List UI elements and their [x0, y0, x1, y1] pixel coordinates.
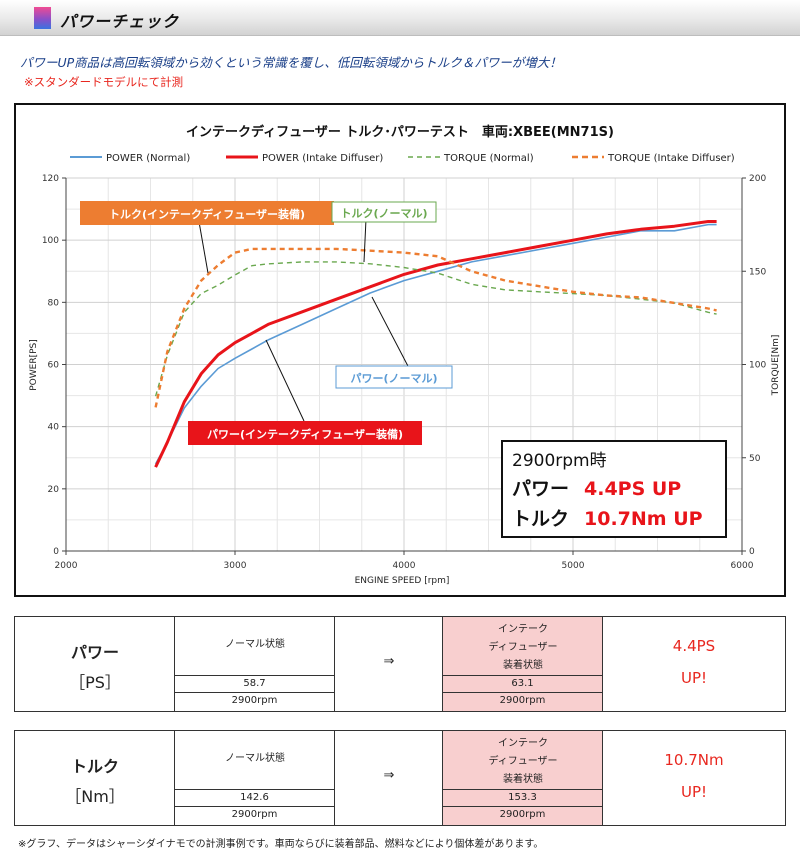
y2-tick-label: 50: [749, 454, 761, 464]
y-tick-label: 0: [53, 547, 59, 557]
legend-label-torque-normal: TORQUE (Normal): [443, 153, 534, 164]
callout-torque-normal-label: トルク(ノーマル): [340, 207, 427, 220]
torque-normal-cell: ノーマル状態 142.6 2900rpm: [175, 731, 335, 825]
header-accent-icon: [34, 7, 51, 29]
footnote: ※グラフ、データはシャーシダイナモでの計測事例です。車両ならびに装着部品、燃料な…: [18, 839, 544, 850]
power-intake-state-1: インテーク: [498, 624, 548, 635]
series: [154, 220, 717, 468]
summary-torque-value: 10.7Nm UP: [584, 508, 703, 530]
torque-intake-state-3: 装着状態: [503, 774, 543, 785]
power-result-cell: 4.4PS UP!: [603, 617, 785, 711]
power-label: パワー: [70, 643, 119, 662]
callout-torque-intake: トルク(インテークディフューザー装備): [80, 201, 334, 225]
torque-intake-state-2: ディフューザー: [488, 756, 558, 767]
torque-result-up: UP!: [680, 783, 708, 801]
y2-tick-label: 100: [749, 361, 766, 371]
y-tick-label: 80: [48, 298, 60, 308]
power-intake-state-3: 装着状態: [503, 660, 543, 671]
summary-power-value: 4.4PS UP: [584, 478, 681, 500]
y2-axis-label: TORQUE[Nm]: [771, 335, 781, 397]
y-tick-label: 40: [48, 423, 60, 433]
x-tick-label: 2000: [55, 561, 78, 571]
summary-torque-label: トルク: [512, 508, 569, 530]
callout-power-intake: パワー(インテークディフューザー装備): [188, 421, 422, 445]
y2-tick-label: 200: [749, 174, 766, 184]
torque-result-cell: 10.7Nm UP!: [603, 731, 785, 825]
torque-intake-cell: インテーク ディフューザー 装着状態 153.3 2900rpm: [443, 731, 603, 825]
x-axis-label: ENGINE SPEED [rpm]: [355, 576, 450, 586]
torque-label-cell: トルク ［Nm］: [15, 731, 175, 825]
y2-tick-label: 0: [749, 547, 755, 557]
power-normal-state: ノーマル状態: [225, 639, 285, 650]
y-tick-label: 60: [48, 361, 60, 371]
torque-intake-value: 153.3: [443, 789, 602, 806]
y-tick-label: 120: [42, 174, 59, 184]
torque-comparison-table: トルク ［Nm］ ノーマル状態 142.6 2900rpm ⇒ インテーク ディ…: [14, 730, 786, 826]
torque-normal-state: ノーマル状態: [225, 753, 285, 764]
callout-torque-normal: トルク(ノーマル): [331, 201, 437, 223]
power-intake-state-2: ディフューザー: [488, 642, 558, 653]
chart-title: インテークディフューザー トルク･パワーテスト 車両:XBEE(MN71S): [186, 124, 614, 140]
callout-power-intake-label: パワー(インテークディフューザー装備): [207, 427, 403, 441]
torque-intake-rpm: 2900rpm: [443, 806, 602, 823]
torque-result-value: 10.7Nm: [664, 751, 724, 769]
series-line-power-normal: [154, 223, 717, 465]
torque-label: トルク: [70, 757, 119, 776]
power-arrow: ⇒: [383, 654, 395, 669]
section-title: パワーチェック: [60, 12, 180, 31]
x-tick-label: 6000: [731, 561, 754, 571]
power-normal-value: 58.7: [175, 675, 334, 692]
y-tick-label: 20: [48, 485, 60, 495]
torque-arrow: ⇒: [383, 768, 395, 783]
callout-power-normal: パワー(ノーマル): [335, 365, 453, 389]
y2-tick-label: 150: [749, 267, 766, 277]
section-header: パワーチェック: [0, 0, 800, 36]
power-arrow-cell: ⇒: [335, 617, 443, 711]
power-result-value: 4.4PS: [672, 637, 716, 655]
series-line-torque-intake-diffuser: [154, 247, 717, 408]
power-result-up: UP!: [680, 669, 708, 687]
summary-box: 2900rpm時 パワー 4.4PS UP トルク 10.7Nm UP: [501, 440, 727, 538]
callout-power-normal-label: パワー(ノーマル): [350, 372, 437, 385]
callout-connectors: [197, 215, 411, 422]
legend-label-power-normal: POWER (Normal): [106, 153, 190, 164]
power-intake-cell: インテーク ディフューザー 装着状態 63.1 2900rpm: [443, 617, 603, 711]
chart-canvas: インテークディフューザー トルク･パワーテスト 車両:XBEE(MN71S) P…: [29, 124, 781, 586]
y-axis-label: POWER[PS]: [29, 339, 39, 391]
legend: POWER (Normal) POWER (Intake Diffuser) T…: [70, 153, 735, 164]
power-label-cell: パワー ［PS］: [15, 617, 175, 711]
legend-label-torque-intake: TORQUE (Intake Diffuser): [607, 153, 735, 164]
torque-arrow-cell: ⇒: [335, 731, 443, 825]
power-comparison-table: パワー ［PS］ ノーマル状態 58.7 2900rpm ⇒ インテーク ディフ…: [14, 616, 786, 712]
power-unit: ［PS］: [69, 673, 121, 692]
torque-normal-rpm: 2900rpm: [175, 806, 334, 823]
callout-torque-intake-label: トルク(インテークディフューザー装備): [109, 207, 305, 221]
power-intake-rpm: 2900rpm: [443, 692, 602, 709]
torque-normal-value: 142.6: [175, 789, 334, 806]
dyno-chart: インテークディフューザー トルク･パワーテスト 車両:XBEE(MN71S) P…: [14, 103, 786, 597]
torque-unit: ［Nm］: [65, 787, 125, 806]
torque-intake-state-1: インテーク: [498, 738, 548, 749]
power-normal-cell: ノーマル状態 58.7 2900rpm: [175, 617, 335, 711]
x-tick-label: 3000: [224, 561, 247, 571]
series-line-torque-normal: [154, 261, 717, 397]
lead-text: パワーUP商品は高回転領域から効くという常識を覆し、低回転領域からトルク＆パワー…: [20, 55, 562, 70]
power-intake-value: 63.1: [443, 675, 602, 692]
lead-note: ※スタンダードモデルにて計測: [24, 75, 184, 89]
x-tick-label: 5000: [562, 561, 585, 571]
summary-power-label: パワー: [512, 478, 569, 500]
summary-rpm: 2900rpm時: [512, 451, 607, 471]
series-line-power-intake-diffuser: [154, 220, 717, 468]
power-normal-rpm: 2900rpm: [175, 692, 334, 709]
axes: 2000 3000 4000 5000 6000 0 20 40 60 80 100 120 0 50 10…: [42, 174, 767, 571]
legend-label-power-intake: POWER (Intake Diffuser): [262, 153, 383, 164]
y-tick-label: 100: [42, 236, 59, 246]
x-tick-label: 4000: [393, 561, 416, 571]
